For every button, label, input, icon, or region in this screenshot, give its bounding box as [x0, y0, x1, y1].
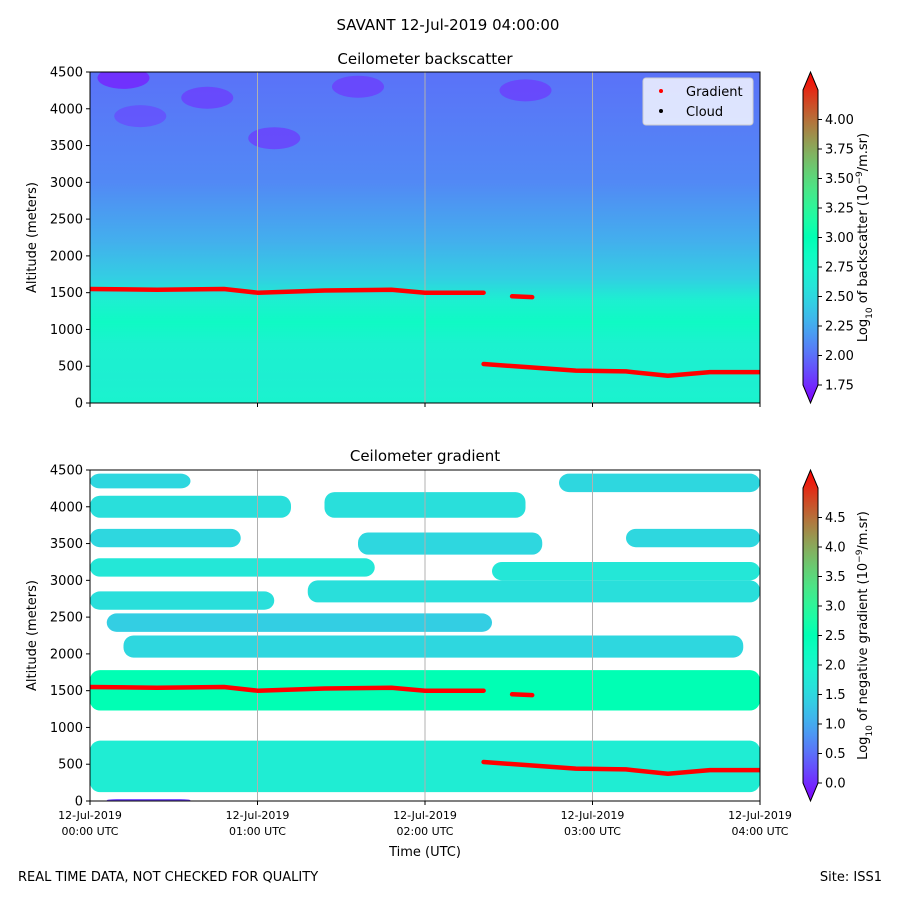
x-tick-label: 00:00 UTC — [61, 825, 118, 838]
gradient-band — [106, 613, 492, 632]
colorbar — [802, 468, 819, 803]
colorbar-tick-label: 1.75 — [825, 379, 854, 394]
gradient-band — [123, 635, 744, 658]
x-tick-label: 12-Jul-2019 — [728, 809, 792, 822]
colorbar-tick-label: 3.50 — [825, 172, 854, 187]
colorbar-tick-label: 0.5 — [825, 747, 846, 762]
y-tick-label: 2500 — [50, 213, 83, 228]
y-tick-label: 2000 — [50, 249, 83, 264]
y-tick-label: 1500 — [50, 684, 83, 699]
figure-title: SAVANT 12-Jul-2019 04:00:00 — [337, 16, 560, 34]
backscatter-patch — [114, 105, 167, 128]
gradient-band — [90, 473, 191, 489]
y-tick-label: 2000 — [50, 647, 83, 662]
colorbar-tick-label: 0.0 — [825, 777, 846, 792]
y-axis-label: Altitude (meters) — [25, 182, 40, 293]
y-tick-label: 4000 — [50, 102, 83, 117]
gradient-marker-series — [481, 361, 760, 379]
panel-title: Ceilometer gradient — [350, 447, 500, 465]
y-axis-label: Altitude (meters) — [25, 580, 40, 691]
colorbar-tick-label: 3.25 — [825, 202, 854, 217]
y-tick-label: 4500 — [50, 66, 83, 81]
colorbar-tick-label: 2.5 — [825, 629, 846, 644]
y-tick-label: 0 — [75, 795, 83, 810]
gradient-band — [492, 561, 760, 581]
backscatter-patch — [97, 72, 150, 89]
x-tick-label: 02:00 UTC — [396, 825, 453, 838]
x-tick-label: 12-Jul-2019 — [393, 809, 457, 822]
gradient-marker-series — [481, 759, 760, 777]
gradient-band — [90, 558, 375, 577]
gradient-band — [90, 495, 291, 518]
y-tick-label: 500 — [58, 360, 83, 375]
colorbar-label: Log10 of backscatter (10−9/m.sr) — [855, 133, 875, 342]
gradient-band — [358, 532, 543, 555]
y-tick-label: 0 — [75, 397, 83, 412]
footer-site: Site: ISS1 — [819, 870, 882, 885]
panel-title: Ceilometer backscatter — [337, 50, 513, 68]
x-tick-label: 12-Jul-2019 — [226, 809, 290, 822]
gradient-marker-series — [90, 684, 486, 693]
colorbar-label: Log10 of negative gradient (10−9/m.sr) — [855, 511, 875, 760]
gradient-marker-series — [509, 692, 535, 698]
colorbar-tick-label: 2.0 — [825, 659, 846, 674]
backscatter-patch — [499, 79, 552, 102]
legend-label: Cloud — [686, 105, 723, 120]
legend-label: Gradient — [686, 85, 743, 100]
backscatter-panel: Ceilometer backscatter 0 500 1000 1500 2000 25… — [25, 50, 875, 412]
colorbar-tick-label: 2.75 — [825, 261, 854, 276]
y-tick-label: 4500 — [50, 464, 83, 479]
gradient-band — [90, 591, 275, 610]
colorbar-tick-label: 3.00 — [825, 231, 854, 246]
colorbar-tick-label: 4.00 — [825, 113, 854, 128]
footer-disclaimer: REAL TIME DATA, NOT CHECKED FOR QUALITY — [18, 870, 319, 885]
legend-marker — [659, 89, 663, 93]
x-tick-label: 04:00 UTC — [731, 825, 788, 838]
x-tick-label: 12-Jul-2019 — [58, 809, 122, 822]
gradient-band — [307, 580, 760, 603]
colorbar-tick-label: 1.0 — [825, 718, 846, 733]
gradient-band — [559, 473, 760, 493]
y-tick-label: 1000 — [50, 721, 83, 736]
x-tick-label: 01:00 UTC — [229, 825, 286, 838]
x-axis-label: Time (UTC) — [388, 845, 461, 860]
colorbar-tick-label: 2.50 — [825, 290, 854, 305]
colorbar-tick-label: 2.25 — [825, 320, 854, 335]
legend-marker — [659, 109, 663, 113]
colorbar-tick-label: 4.0 — [825, 541, 846, 556]
legend-box — [642, 77, 754, 126]
y-tick-label: 3000 — [50, 574, 83, 589]
colorbar-tick-label: 1.5 — [825, 688, 846, 703]
gradient-band — [90, 528, 241, 548]
colorbar-tick-label: 4.5 — [825, 511, 846, 526]
colorbar-tick-label: 3.0 — [825, 600, 846, 615]
x-tick-label: 12-Jul-2019 — [561, 809, 625, 822]
y-tick-label: 3000 — [50, 176, 83, 191]
colorbar-tick-label: 3.5 — [825, 570, 846, 585]
y-tick-label: 4000 — [50, 500, 83, 515]
gradient-marker-series — [90, 286, 486, 295]
y-tick-label: 2500 — [50, 611, 83, 626]
colorbar-tick-label: 2.00 — [825, 349, 854, 364]
y-tick-label: 1500 — [50, 286, 83, 301]
backscatter-patch — [248, 127, 301, 150]
y-tick-label: 3500 — [50, 537, 83, 552]
gradient-marker-series — [509, 294, 535, 300]
y-tick-label: 3500 — [50, 139, 83, 154]
backscatter-patch — [332, 75, 384, 98]
plot-area — [90, 470, 760, 801]
x-tick-label: 03:00 UTC — [564, 825, 621, 838]
backscatter-patch — [181, 86, 234, 109]
y-tick-label: 500 — [58, 758, 83, 773]
colorbar — [802, 70, 819, 405]
colorbar-tick-label: 3.75 — [825, 143, 854, 158]
plot-area — [90, 72, 760, 403]
y-tick-label: 1000 — [50, 323, 83, 338]
gradient-panel: Ceilometer gradient 0 500 1000 1500 2000 2500 3… — [25, 447, 875, 860]
gradient-band — [626, 528, 760, 548]
